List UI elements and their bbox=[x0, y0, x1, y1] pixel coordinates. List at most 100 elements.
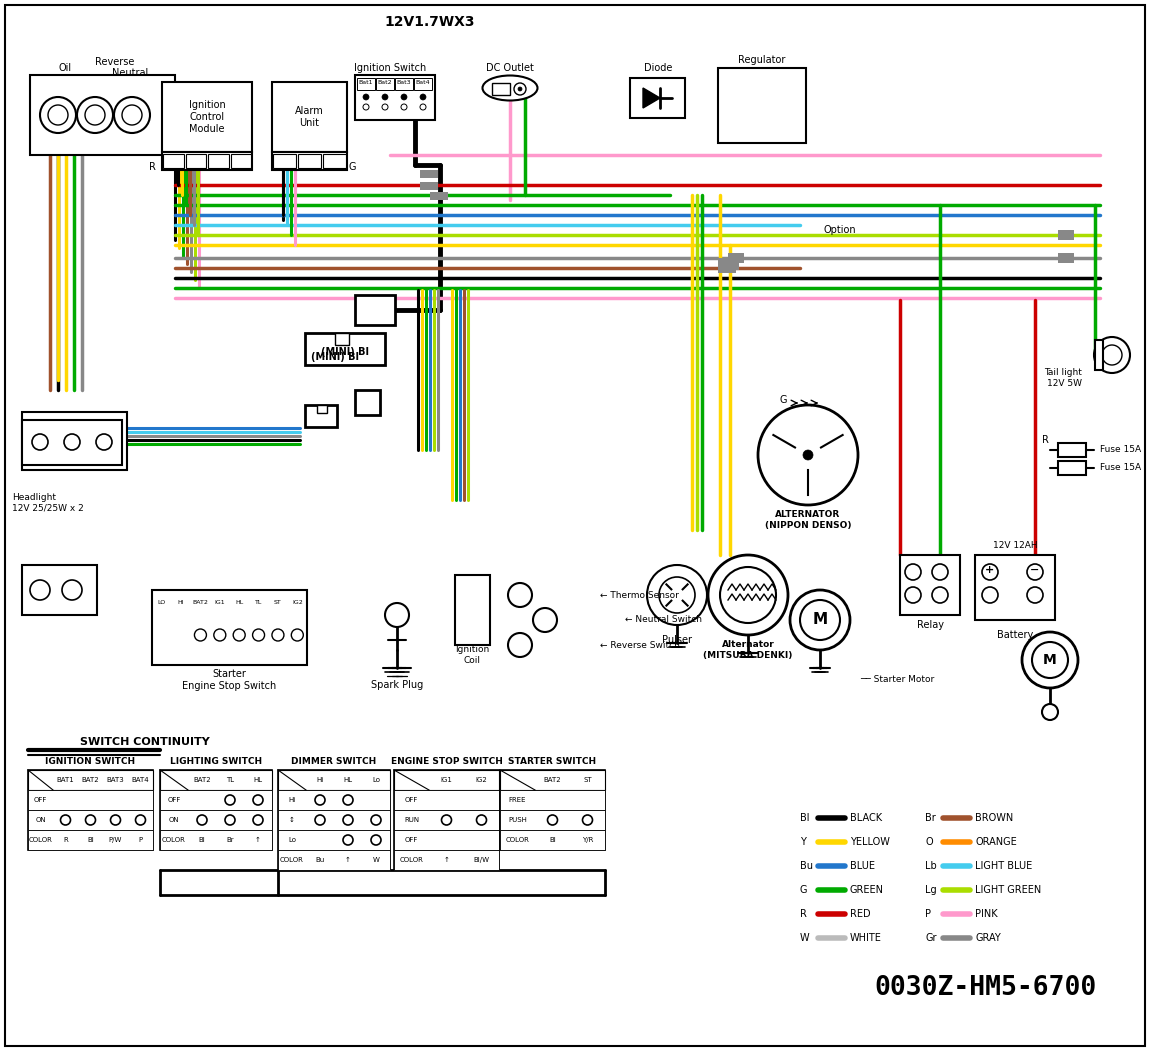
Bar bbox=[162, 152, 252, 170]
Text: HI: HI bbox=[178, 599, 184, 604]
Circle shape bbox=[253, 628, 264, 641]
Bar bbox=[160, 790, 273, 810]
Text: ↑: ↑ bbox=[255, 837, 261, 843]
Bar bbox=[355, 75, 435, 120]
Bar bbox=[185, 154, 206, 168]
Text: Alternator
(MITSUBA DENKI): Alternator (MITSUBA DENKI) bbox=[704, 640, 792, 660]
Bar bbox=[394, 850, 499, 870]
Circle shape bbox=[315, 815, 325, 825]
Text: Ignition
Control
Module: Ignition Control Module bbox=[189, 101, 225, 133]
Text: BAT2: BAT2 bbox=[82, 777, 99, 783]
Text: COLOR: COLOR bbox=[506, 837, 529, 843]
Text: Bl: Bl bbox=[800, 813, 810, 823]
Text: M: M bbox=[812, 613, 828, 627]
Bar bbox=[500, 770, 605, 790]
Bar bbox=[1058, 253, 1074, 263]
Bar bbox=[394, 78, 413, 90]
Bar bbox=[975, 555, 1055, 620]
Bar bbox=[298, 154, 321, 168]
Text: Bl: Bl bbox=[87, 837, 94, 843]
Text: W: W bbox=[800, 933, 810, 943]
Bar bbox=[30, 75, 175, 154]
Bar bbox=[1058, 461, 1086, 475]
Text: Br: Br bbox=[925, 813, 936, 823]
Bar bbox=[22, 420, 122, 465]
Bar bbox=[394, 770, 499, 870]
Text: 12V 12AH: 12V 12AH bbox=[992, 540, 1037, 550]
Bar bbox=[356, 78, 375, 90]
Text: YELLOW: YELLOW bbox=[850, 837, 890, 847]
Text: ST: ST bbox=[583, 777, 592, 783]
Circle shape bbox=[401, 94, 407, 100]
Text: GREEN: GREEN bbox=[850, 885, 884, 895]
Circle shape bbox=[401, 104, 407, 110]
Text: Oil: Oil bbox=[59, 63, 71, 73]
Text: Br: Br bbox=[227, 837, 233, 843]
Circle shape bbox=[81, 433, 90, 444]
Text: Bl: Bl bbox=[550, 837, 555, 843]
Circle shape bbox=[75, 428, 95, 448]
Bar bbox=[500, 770, 605, 850]
Circle shape bbox=[363, 104, 369, 110]
Circle shape bbox=[225, 795, 235, 805]
Text: DIMMER SWITCH: DIMMER SWITCH bbox=[291, 758, 377, 766]
Text: ↑: ↑ bbox=[444, 857, 450, 863]
Circle shape bbox=[233, 628, 245, 641]
Circle shape bbox=[253, 795, 263, 805]
Text: +: + bbox=[986, 565, 995, 575]
Circle shape bbox=[315, 795, 325, 805]
Bar bbox=[718, 257, 736, 266]
Text: P/W: P/W bbox=[109, 837, 122, 843]
Bar bbox=[723, 260, 739, 270]
Circle shape bbox=[659, 577, 695, 613]
Text: BAT4: BAT4 bbox=[132, 777, 150, 783]
Text: Lo: Lo bbox=[288, 837, 296, 843]
Bar bbox=[28, 830, 153, 850]
Text: COLOR: COLOR bbox=[162, 837, 186, 843]
Text: Fuse 15A: Fuse 15A bbox=[1101, 463, 1141, 473]
Text: R: R bbox=[800, 909, 807, 919]
Text: G: G bbox=[800, 885, 807, 895]
Text: ↑: ↑ bbox=[345, 857, 351, 863]
Text: TL: TL bbox=[225, 777, 235, 783]
Text: Y/R: Y/R bbox=[582, 837, 593, 843]
Circle shape bbox=[758, 405, 858, 504]
Circle shape bbox=[136, 815, 146, 825]
Bar bbox=[273, 152, 347, 170]
Text: M: M bbox=[1043, 653, 1057, 667]
Bar bbox=[1058, 230, 1074, 240]
Circle shape bbox=[547, 815, 558, 825]
Circle shape bbox=[371, 815, 381, 825]
Text: LIGHT GREEN: LIGHT GREEN bbox=[975, 885, 1041, 895]
Text: (MINI) BI: (MINI) BI bbox=[310, 352, 359, 362]
Text: LIGHT BLUE: LIGHT BLUE bbox=[975, 861, 1033, 871]
Bar bbox=[160, 770, 273, 790]
Bar bbox=[22, 565, 97, 615]
Text: W: W bbox=[373, 857, 380, 863]
Circle shape bbox=[114, 97, 150, 133]
Text: WHITE: WHITE bbox=[850, 933, 882, 943]
Text: Hi: Hi bbox=[289, 797, 296, 803]
Circle shape bbox=[32, 434, 48, 450]
Bar bbox=[305, 405, 337, 427]
Text: BLACK: BLACK bbox=[850, 813, 882, 823]
Text: Bu: Bu bbox=[315, 857, 324, 863]
Text: GRAY: GRAY bbox=[975, 933, 1000, 943]
Text: R: R bbox=[63, 837, 68, 843]
Circle shape bbox=[532, 607, 557, 632]
Circle shape bbox=[382, 104, 388, 110]
Circle shape bbox=[214, 628, 225, 641]
Bar bbox=[500, 790, 605, 810]
Bar bbox=[355, 390, 380, 415]
Text: BAT2: BAT2 bbox=[192, 599, 208, 604]
Circle shape bbox=[30, 580, 49, 600]
Bar bbox=[163, 154, 184, 168]
Circle shape bbox=[48, 105, 68, 125]
Circle shape bbox=[932, 564, 948, 580]
Bar bbox=[278, 770, 390, 870]
Circle shape bbox=[982, 588, 998, 603]
Circle shape bbox=[343, 815, 353, 825]
Text: Diode: Diode bbox=[644, 63, 673, 73]
Text: Gr: Gr bbox=[925, 933, 936, 943]
Text: OFF: OFF bbox=[405, 837, 419, 843]
